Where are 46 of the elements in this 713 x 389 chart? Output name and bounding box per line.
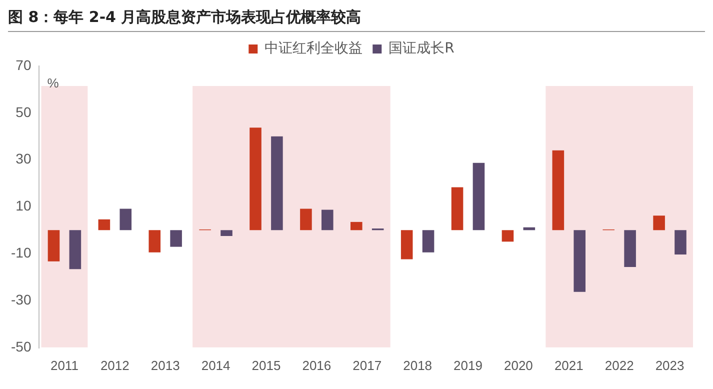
x-tick-label: 2023 <box>655 358 684 373</box>
y-axis-title: % <box>47 76 60 91</box>
bar <box>220 230 232 236</box>
legend-label: 中证红利全收益 <box>264 40 363 57</box>
bar <box>170 230 182 247</box>
legend-label: 国证成长R <box>388 40 455 57</box>
bar <box>400 230 413 260</box>
bar <box>674 230 686 255</box>
x-tick-label: 2021 <box>554 358 584 373</box>
x-tick-label: 2012 <box>100 358 130 373</box>
bar <box>422 230 434 252</box>
bar <box>120 208 132 230</box>
bar <box>451 187 464 230</box>
bar <box>502 230 514 242</box>
x-tick-label: 2011 <box>50 358 78 373</box>
x-tick-label: 2017 <box>352 358 382 373</box>
y-tick-label: 30 <box>16 150 32 167</box>
chart-title: 图 8：每年 2-4 月高股息资产市场表现占优概率较高 <box>8 8 705 32</box>
y-tick-label: 10 <box>16 198 32 214</box>
y-tick-label: -50 <box>11 338 32 354</box>
bar <box>350 222 362 230</box>
y-tick-label: -10 <box>11 244 32 260</box>
bar <box>98 219 110 230</box>
x-tick-label: 2019 <box>454 358 482 373</box>
x-tick-label: 2022 <box>604 358 634 373</box>
y-tick-label: -30 <box>11 291 32 308</box>
x-tick-label: 2013 <box>150 358 180 373</box>
bar <box>271 136 283 230</box>
bar <box>48 230 60 262</box>
bar <box>250 128 262 230</box>
bar <box>472 162 485 230</box>
bar <box>300 208 312 230</box>
bar <box>653 216 665 230</box>
bar <box>69 230 82 270</box>
bar <box>148 230 161 252</box>
bar <box>552 150 564 230</box>
x-tick-label: 2018 <box>403 358 432 373</box>
bar <box>322 210 334 230</box>
x-tick-label: 2015 <box>252 358 281 373</box>
x-tick-label: 2014 <box>201 358 230 373</box>
x-tick-label: 2016 <box>302 358 332 373</box>
x-tick-label: 2020 <box>504 358 533 373</box>
y-tick-label: 70 <box>16 56 32 73</box>
bar <box>574 230 586 292</box>
bar <box>624 230 636 267</box>
y-tick-label: 50 <box>16 104 32 120</box>
